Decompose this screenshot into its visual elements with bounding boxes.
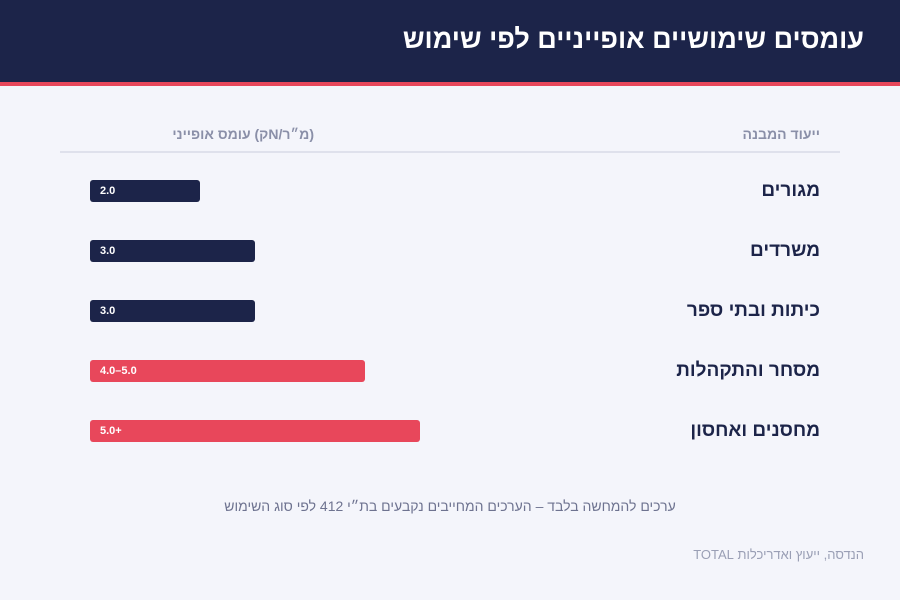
- category-label: כיתות ובתי ספר: [686, 300, 820, 321]
- bar: 5.0+: [90, 420, 420, 442]
- bar-value-label: 4.0–5.0: [100, 365, 137, 377]
- page-title: עומסים שימושיים אופייניים לפי שימוש: [402, 24, 864, 54]
- bar-value-label: 3.0: [100, 245, 116, 257]
- header-divider: [60, 151, 840, 153]
- credit-line: הנדסה, ייעוץ ואדריכלות TOTAL: [693, 547, 864, 562]
- header-accent-line: [0, 82, 900, 86]
- header-bar: [0, 0, 900, 82]
- bar: 2.0: [90, 180, 200, 202]
- bar: 4.0–5.0: [90, 360, 365, 382]
- column-header-category: ייעוד המבנה: [742, 126, 820, 142]
- category-label: מסחר והתקהלות: [676, 360, 820, 381]
- category-label: מחסנים ואחסון: [690, 420, 820, 441]
- bar-value-label: 2.0: [100, 185, 116, 197]
- category-label: משרדים: [750, 240, 820, 261]
- bar: 3.0: [90, 300, 255, 322]
- footnote: ערכים להמחשה בלבד – הערכים המחייבים נקבע…: [224, 498, 676, 514]
- column-header-value: (מ״ר/Nק) עומס אופייני: [172, 126, 314, 142]
- bar-value-label: 3.0: [100, 305, 116, 317]
- bar: 3.0: [90, 240, 255, 262]
- category-label: מגורים: [761, 180, 820, 201]
- bar-value-label: 5.0+: [100, 425, 122, 437]
